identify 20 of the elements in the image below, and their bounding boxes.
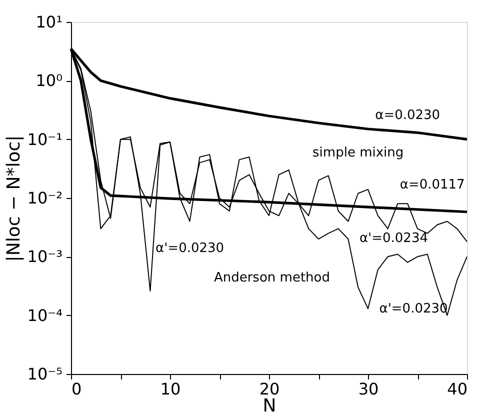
x-tick-label: 0 bbox=[72, 380, 82, 398]
y-tick-label: 10⁻⁴ bbox=[27, 306, 62, 325]
y-tick-label: 10⁻² bbox=[27, 188, 62, 208]
annotation: Anderson method bbox=[214, 270, 330, 286]
x-tick-label: 40 bbox=[447, 380, 468, 398]
x-axis-title: N bbox=[262, 396, 276, 416]
annotation: simple mixing bbox=[312, 145, 404, 160]
x-tick-label: 30 bbox=[358, 380, 379, 398]
annotation: α=0.0117 bbox=[400, 177, 465, 192]
y-tick-label: 10¹ bbox=[36, 12, 62, 32]
y-tick-label: 10⁻³ bbox=[27, 247, 62, 266]
y-axis-title: |Nloc − N*loc| bbox=[3, 135, 24, 262]
y-tick-label: 10⁰ bbox=[36, 71, 62, 90]
x-tick-label: 20 bbox=[259, 380, 280, 398]
y-tick-label: 10⁻⁵ bbox=[27, 364, 62, 384]
x-tick-label: 10 bbox=[160, 380, 181, 398]
y-tick-label: 10⁻¹ bbox=[27, 130, 62, 149]
annotation: α'=0.0234 bbox=[359, 230, 428, 246]
annotation: α'=0.0230 bbox=[156, 241, 224, 256]
annotation: α=0.0230 bbox=[375, 108, 440, 123]
